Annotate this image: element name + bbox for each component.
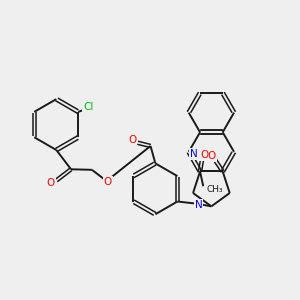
Text: O: O (200, 150, 208, 160)
Text: Cl: Cl (83, 102, 94, 112)
Text: N: N (195, 200, 203, 210)
Text: N: N (190, 149, 197, 159)
Text: O: O (47, 178, 55, 188)
Text: O: O (208, 152, 216, 161)
Text: O: O (104, 177, 112, 187)
Text: CH₃: CH₃ (206, 185, 223, 194)
Text: O: O (128, 135, 136, 145)
